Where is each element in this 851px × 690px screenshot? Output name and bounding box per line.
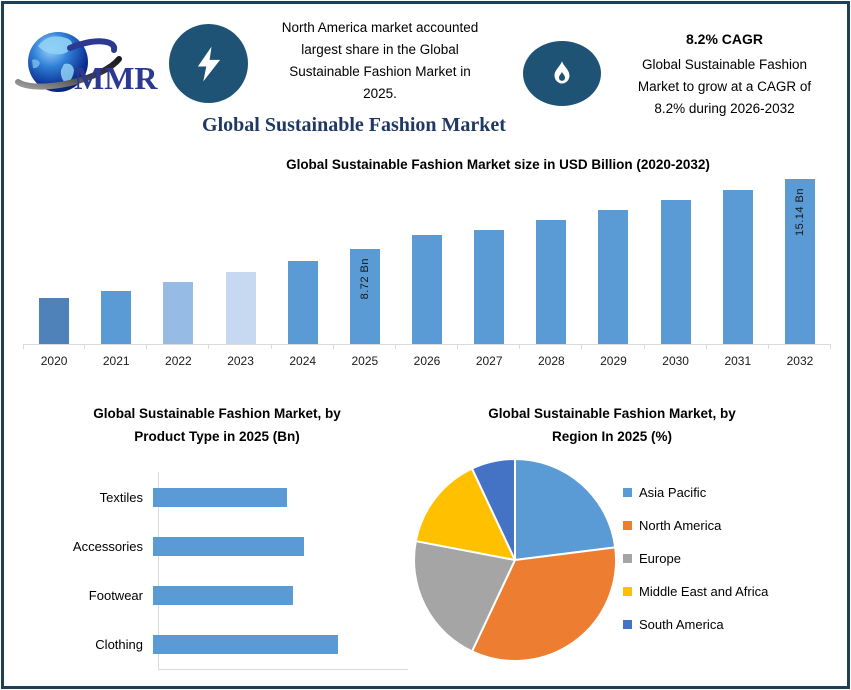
- legend-swatch: [623, 586, 632, 596]
- region-chart-title: Global Sustainable Fashion Market, by Re…: [488, 406, 736, 444]
- x-tick-label-2030: 2030: [662, 354, 689, 368]
- x-tick-label-2025: 2025: [351, 354, 379, 368]
- column-slot-2021: [85, 175, 148, 349]
- product-type-chart-title: Global Sustainable Fashion Market, by Pr…: [93, 406, 341, 444]
- x-tick-label-2032: 2032: [786, 354, 814, 368]
- column-bar-2024: [287, 261, 318, 344]
- x-tick-label-2031: 2031: [724, 354, 752, 368]
- column-slot-2020: [23, 175, 86, 349]
- column-slot-2032: 15.14 Bn: [769, 175, 832, 349]
- legend-swatch: [623, 553, 632, 563]
- lightning-icon: [169, 24, 248, 103]
- column-bar-2028: [536, 219, 567, 344]
- column-bar-2023: [225, 272, 256, 344]
- x-tick-label-2020: 2020: [40, 354, 68, 368]
- column-bar-2026: [412, 235, 443, 344]
- hbar-row-accessories: Accessories: [24, 522, 416, 570]
- column-bar-2022: [163, 281, 194, 344]
- x-tick-label-2027: 2027: [475, 354, 503, 368]
- column-slot-2024: [272, 175, 334, 349]
- column-slot-2023: [209, 175, 272, 349]
- x-tick-label-2028: 2028: [537, 354, 565, 368]
- hbar-row-textiles: Textiles: [24, 473, 416, 521]
- x-tick-label-2021: 2021: [102, 354, 130, 368]
- hbar-row-clothing: Clothing: [24, 620, 416, 668]
- column-slot-2030: [645, 175, 707, 349]
- region-legend: Asia Pacific North America Europe Middle Ea…: [623, 482, 768, 634]
- x-tick-label-2024: 2024: [289, 354, 317, 368]
- pie-slice-asia-pacific: [514, 458, 617, 561]
- column-bar-2030: [660, 200, 691, 344]
- hbar-category-label: Textiles: [99, 489, 143, 505]
- legend-swatch: [623, 619, 632, 629]
- legend-swatch: [623, 487, 632, 497]
- cagr-title: 8.2% CAGR: [685, 31, 764, 47]
- x-tick-label-2022: 2022: [165, 354, 192, 368]
- hbar-bar-footwear: [153, 585, 293, 605]
- column-slot-2022: [147, 175, 210, 349]
- logo-swoosh-blue: [67, 38, 118, 53]
- pie-slice-middle-east-and-africa: [414, 467, 516, 561]
- hbar-track: [152, 634, 416, 654]
- legend-swatch: [623, 520, 632, 530]
- column-bar-2029: [598, 209, 629, 344]
- column-data-label-2032: 15.14 Bn: [793, 188, 806, 237]
- hbar-track: [152, 536, 416, 556]
- hbar-category-label: Accessories: [72, 538, 143, 554]
- hbar-row-footwear: Footwear: [24, 571, 416, 619]
- column-slot-2027: [458, 175, 521, 349]
- highlight-north-america-text: North America market accounted largest s…: [281, 20, 479, 101]
- highlight-cagr-block: 8.2% CAGR Global Sustainable Fashion Mar…: [607, 31, 842, 120]
- legend-label: North America: [639, 517, 722, 533]
- region-pie-chart: [413, 458, 617, 662]
- legend-item-south-america: South America: [623, 614, 768, 634]
- x-tick-label-2029: 2029: [600, 354, 627, 368]
- legend-item-north-america: North America: [623, 515, 768, 535]
- legend-item-europe: Europe: [623, 548, 768, 568]
- column-slot-2031: [707, 175, 770, 349]
- column-bar-2031: [722, 190, 753, 344]
- logo-text: MMR: [74, 60, 158, 96]
- column-bar-2020: [39, 298, 70, 344]
- column-bar-2027: [474, 229, 505, 344]
- x-tick-label-2026: 2026: [413, 354, 441, 368]
- hbar-bar-clothing: [153, 634, 338, 654]
- hbar-category-label: Clothing: [95, 636, 143, 652]
- column-bar-2025: 8.72 Bn: [349, 249, 380, 344]
- mmr-logo: MMR: [15, 32, 158, 96]
- market-size-chart: 8.72 Bn 15.14 Bn: [23, 175, 832, 349]
- x-tick-label-2023: 2023: [227, 354, 254, 368]
- column-slot-2029: [582, 175, 645, 349]
- legend-label: Asia Pacific: [639, 484, 707, 500]
- flame-icon: [523, 41, 601, 106]
- hbar-track: [152, 585, 416, 605]
- market-size-chart-title: Global Sustainable Fashion Market size i…: [286, 157, 710, 172]
- hbar-category-label: Footwear: [88, 587, 143, 603]
- column-bar-2021: [101, 290, 132, 344]
- column-bar-2032: 15.14 Bn: [784, 179, 815, 344]
- pie-slice-europe: [413, 540, 516, 653]
- legend-item-asia-pacific: Asia Pacific: [623, 482, 768, 502]
- legend-item-middle-east-and-africa: Middle East and Africa: [623, 581, 768, 601]
- legend-label: South America: [639, 616, 724, 632]
- hbar-track: [152, 487, 416, 507]
- column-slot-2026: [396, 175, 459, 349]
- hbar-bar-accessories: [153, 536, 305, 556]
- pie-slice-south-america: [471, 458, 516, 561]
- legend-label: Middle East and Africa: [639, 583, 769, 599]
- legend-label: Europe: [639, 550, 681, 566]
- product-type-chart: Textiles Accessories Footwear Clothing: [24, 472, 416, 670]
- page-title: Global Sustainable Fashion Market: [202, 114, 506, 136]
- market-size-x-axis: 2020 2021 2022 2023 2024 2025 2026 2027 2028 2029…: [23, 354, 831, 368]
- column-slot-2028: [520, 175, 583, 349]
- cagr-text: Global Sustainable Fashion Market to gro…: [637, 57, 812, 116]
- product-type-y-axis-line: [158, 472, 159, 670]
- column-data-label-2025: 8.72 Bn: [358, 258, 371, 300]
- hbar-bar-textiles: [153, 487, 288, 507]
- logo-swoosh-gray: [15, 56, 122, 90]
- product-type-x-axis-line: [158, 669, 408, 670]
- column-slot-2025: 8.72 Bn: [334, 175, 397, 349]
